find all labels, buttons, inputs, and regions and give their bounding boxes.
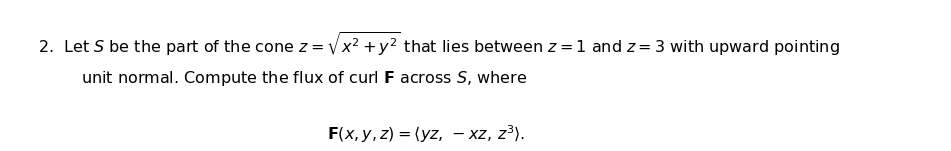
Text: 2.  Let $S$ be the part of the cone $z = \sqrt{x^2 + y^2}$ that lies between $z : 2. Let $S$ be the part of the cone $z = …	[38, 30, 840, 58]
Text: $\mathbf{F}(x, y, z) = \langle yz,\, -xz,\, z^3 \rangle.$: $\mathbf{F}(x, y, z) = \langle yz,\, -xz…	[327, 123, 526, 145]
Text: unit normal. Compute the flux of curl $\mathbf{F}$ across $S$, where: unit normal. Compute the flux of curl $\…	[81, 69, 527, 88]
